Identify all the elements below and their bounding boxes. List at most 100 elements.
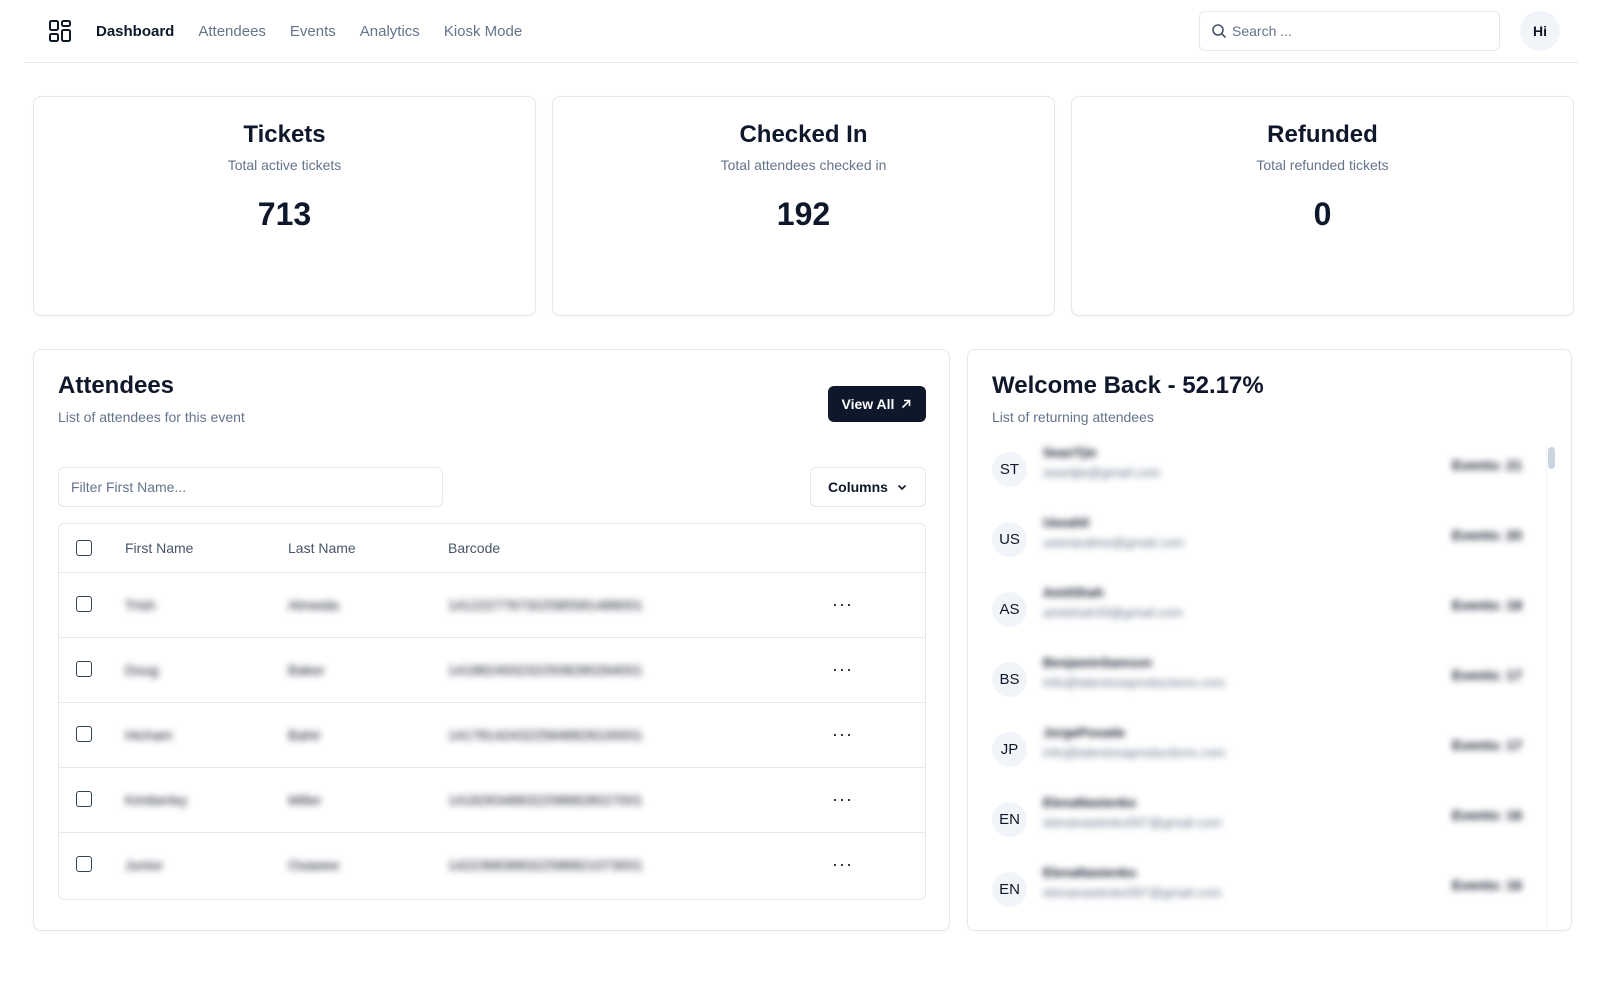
stat-title: Refunded [1267,121,1378,148]
columns-button[interactable]: Columns [810,467,926,507]
attendee-email: info@talentosaproductions.com [1043,745,1226,760]
cell-last-name: Almeida [288,597,339,613]
cell-barcode: 1418283488322588828027001 [448,792,643,808]
view-all-label: View All [841,396,895,412]
cell-first-name: Junior [125,857,164,873]
list-item[interactable]: AS AmitShah amitshah33@gmail.com Events:… [992,585,1522,633]
avatar: EN [992,872,1027,907]
stat-subtitle: Total active tickets [227,157,342,173]
returning-attendees-panel: Welcome Back - 52.17% List of returning … [967,349,1572,931]
cell-last-name: Osawee [288,857,340,873]
cell-first-name: Doug [125,662,159,678]
row-actions-icon[interactable]: ··· [832,724,853,744]
attendees-panel: Attendees List of attendees for this eve… [33,349,950,931]
nav-attendees[interactable]: Attendees [198,22,266,40]
avatar: US [992,522,1027,557]
attendee-email: amitshah33@gmail.com [1043,605,1183,620]
attendee-name: Ueeahli [1043,515,1090,530]
header-barcode[interactable]: Barcode [448,540,501,556]
table-row: Trish Almeida 1412227767322585581488001 … [59,573,925,638]
cell-first-name: Kimberley [125,792,188,808]
stat-subtitle: Total attendees checked in [720,157,887,173]
stat-subtitle: Total refunded tickets [1256,157,1389,173]
events-count: Events: 16 [1451,877,1522,893]
list-item[interactable]: JP JorgePosada info@talentosaproductions… [992,725,1522,773]
search-icon [1212,24,1227,39]
nav-links: Dashboard Attendees Events Analytics Kio… [96,0,522,62]
attendee-name: BenjaminSamson [1043,655,1153,670]
attendee-email: seantjie@gmail.com [1043,465,1161,480]
list-item[interactable]: BS BenjaminSamson info@talentosaproducti… [992,655,1522,703]
table-row: Kimberley Miller 14182834883225888280270… [59,768,925,833]
arrow-up-right-icon [902,399,911,409]
list-item[interactable]: EN ElenaNastenko elenanastenko597@gmail.… [992,795,1522,843]
cell-last-name: Bahir [288,727,321,743]
row-checkbox[interactable] [76,596,92,612]
search-input[interactable] [1232,12,1492,50]
table-row: Doug Baker 1418824932322508280264001 ··· [59,638,925,703]
cell-barcode: 1422368388322588821073001 [448,857,643,873]
scrollbar[interactable] [1546,445,1555,930]
stat-title: Checked In [739,121,868,148]
stat-value: 192 [776,196,831,232]
avatar: EN [992,802,1027,837]
avatar: ST [992,452,1027,487]
cell-barcode: 1412227767322585581488001 [448,597,643,613]
view-all-button[interactable]: View All [828,386,926,422]
header-first-name[interactable]: First Name [125,540,194,556]
row-actions-icon[interactable]: ··· [832,594,853,614]
cell-barcode: 1418824932322508280264001 [448,662,643,678]
attendees-table: First Name Last Name Barcode Trish Almei… [58,523,926,900]
nav-analytics[interactable]: Analytics [359,22,420,40]
cell-last-name: Miller [288,792,322,808]
row-actions-icon[interactable]: ··· [832,854,853,874]
select-all-checkbox[interactable] [76,540,92,556]
top-navigation: Dashboard Attendees Events Analytics Kio… [24,0,1578,63]
user-avatar[interactable]: Hi [1520,11,1560,51]
list-item[interactable]: ST SeanTjie seantjie@gmail.com Events: 2… [992,445,1522,493]
events-count: Events: 17 [1451,667,1522,683]
attendee-email: elenanastenko597@gmail.com [1043,885,1222,900]
attendees-title: Attendees [58,372,175,399]
avatar: BS [992,662,1027,697]
attendee-name: ElenaNastenko [1043,795,1137,810]
tickets-card: Tickets Total active tickets 713 [33,96,536,316]
attendee-name: AmitShah [1043,585,1104,600]
attendee-name: ElenaNastenko [1043,865,1137,880]
events-count: Events: 16 [1451,807,1522,823]
attendee-name: JorgePosada [1043,725,1125,740]
attendee-email: elenanastenko597@gmail.com [1043,815,1222,830]
stat-value: 0 [1313,196,1332,232]
nav-dashboard[interactable]: Dashboard [96,22,175,40]
list-item[interactable]: US Ueeahli ueenaralme@gmail.com Events: … [992,515,1522,563]
stat-value: 713 [257,196,312,232]
columns-label: Columns [828,479,888,495]
dashboard-grid-icon[interactable] [49,20,71,42]
attendees-subtitle: List of attendees for this event [58,409,245,425]
avatar: JP [992,732,1027,767]
events-count: Events: 17 [1451,737,1522,753]
scrollbar-thumb[interactable] [1548,447,1555,469]
row-checkbox[interactable] [76,856,92,872]
nav-events[interactable]: Events [289,22,336,40]
row-actions-icon[interactable]: ··· [832,789,853,809]
cell-barcode: 1417814243225848828100001 [448,727,643,743]
refunded-card: Refunded Total refunded tickets 0 [1071,96,1574,316]
returning-subtitle: List of returning attendees [992,409,1154,425]
cell-first-name: Hicham [125,727,173,743]
row-checkbox[interactable] [76,726,92,742]
checked-in-card: Checked In Total attendees checked in 19… [552,96,1055,316]
cell-first-name: Trish [125,597,156,613]
row-checkbox[interactable] [76,791,92,807]
stat-title: Tickets [243,121,326,148]
nav-kiosk-mode[interactable]: Kiosk Mode [443,22,523,40]
table-row: Hicham Bahir 1417814243225848828100001 ·… [59,703,925,768]
row-checkbox[interactable] [76,661,92,677]
list-item[interactable]: EN ElenaNastenko elenanastenko597@gmail.… [992,865,1522,913]
header-last-name[interactable]: Last Name [288,540,356,556]
attendee-name: SeanTjie [1043,445,1097,460]
filter-first-name-input[interactable] [58,467,443,507]
events-count: Events: 18 [1451,597,1522,613]
row-actions-icon[interactable]: ··· [832,659,853,679]
returning-title: Welcome Back - 52.17% [992,372,1264,399]
